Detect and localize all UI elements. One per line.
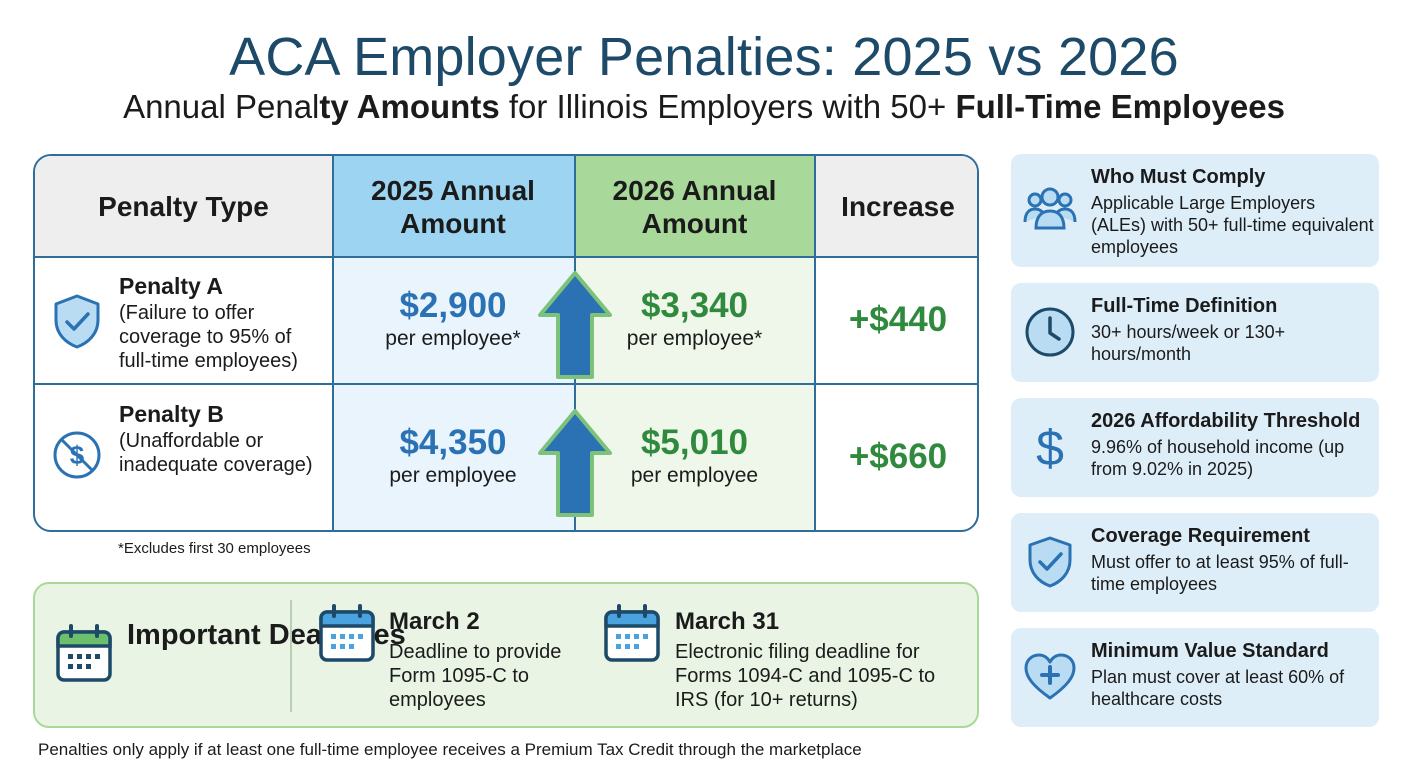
card-coverage-requirement: Coverage Requirement Must offer to at le… xyxy=(1011,513,1379,612)
penalty-b-name: Penalty B xyxy=(119,401,224,427)
penalty-b-increase: +$660 xyxy=(848,437,948,476)
calendar-icon xyxy=(604,604,660,662)
card-title: Who Must Comply xyxy=(1091,166,1266,188)
subtitle-part-3: for Illinois Employers with 50+ xyxy=(499,88,956,125)
penalty-table: Penalty Type Penalty A (Failure to offer… xyxy=(33,154,979,532)
heart-plus-icon xyxy=(1024,653,1076,700)
card-title: 2026 Affordability Threshold xyxy=(1091,410,1361,432)
increase-arrow-icon xyxy=(538,409,612,517)
card-title: Full-Time Definition xyxy=(1091,295,1278,317)
shield-check-icon xyxy=(54,294,100,349)
calendar-icon xyxy=(319,604,375,662)
column-penalty-type: Penalty Type Penalty A (Failure to offer… xyxy=(35,156,332,530)
penalty-b-2026-unit: per employee xyxy=(630,464,759,487)
people-icon xyxy=(1023,187,1077,230)
penalty-b-2025-unit: per employee xyxy=(389,464,517,487)
card-text: Applicable Large Employers (ALEs) with 5… xyxy=(1091,193,1374,257)
penalty-a-2026-unit: per employee* xyxy=(626,327,763,350)
penalty-a-desc: (Failure to offer coverage to 95% of ful… xyxy=(119,302,298,372)
subtitle-part-1: Annual Penal xyxy=(123,88,320,125)
header-increase: Increase xyxy=(815,156,977,257)
penalty-b-2026-amount: $5,010 xyxy=(640,423,749,462)
column-2026: 2026 Annual Amount $3,340 per employee* … xyxy=(574,156,815,530)
deadline-1-desc: Deadline to provide Form 1095-C to emplo… xyxy=(389,641,562,711)
penalty-a-type-cell: Penalty A (Failure to offer coverage to … xyxy=(35,257,332,383)
divider xyxy=(332,156,334,530)
deadline-1-date: March 2 xyxy=(389,608,480,635)
divider xyxy=(814,156,816,530)
penalty-a-name: Penalty A xyxy=(119,273,223,299)
penalty-a-2025: $2,900 per employee* xyxy=(332,286,574,352)
divider xyxy=(35,256,977,258)
deadlines-panel: Important Deadlines March 2 Deadline to … xyxy=(33,582,979,728)
header-2025: 2025 Annual Amount xyxy=(332,156,574,257)
shield-check-icon xyxy=(1028,536,1072,588)
card-full-time-definition: Full-Time Definition 30+ hours/week or 1… xyxy=(1011,283,1379,382)
card-who-must-comply: Who Must Comply Applicable Large Employe… xyxy=(1011,154,1379,267)
penalty-a-2025-amount: $2,900 xyxy=(399,286,507,325)
increase-arrow-icon xyxy=(538,271,612,379)
no-dollar-icon: $ xyxy=(53,431,101,479)
card-text: 30+ hours/week or 130+ hours/month xyxy=(1091,322,1286,364)
card-title: Minimum Value Standard xyxy=(1091,640,1329,662)
svg-text:$: $ xyxy=(1036,420,1064,474)
deadline-2-date: March 31 xyxy=(675,608,780,635)
penalty-b-desc: (Unaffordable or inadequate coverage) xyxy=(119,430,313,476)
penalty-a-increase: +$440 xyxy=(848,300,948,339)
penalty-a-2025-unit: per employee* xyxy=(385,327,521,350)
penalty-b-2026: $5,010 per employee xyxy=(574,423,815,489)
table-footnote: *Excludes first 30 employees xyxy=(118,540,311,557)
penalty-b-2025: $4,350 per employee xyxy=(332,423,574,489)
card-text: Plan must cover at least 60% of healthca… xyxy=(1091,667,1345,709)
dollar-icon: $ xyxy=(1036,420,1064,474)
divider xyxy=(35,383,977,385)
penalty-a-2026: $3,340 per employee* xyxy=(574,286,815,352)
card-title: Coverage Requirement xyxy=(1091,525,1310,547)
penalty-b-2025-amount: $4,350 xyxy=(399,423,507,462)
penalty-b-type-cell: $ Penalty B (Unaffordable or inadequate … xyxy=(35,385,332,511)
column-2025: 2025 Annual Amount $2,900 per employee* … xyxy=(332,156,574,530)
card-text: Must offer to at least 95% of full-time … xyxy=(1091,552,1349,594)
deadline-2-desc: Electronic filing deadline for Forms 109… xyxy=(675,641,936,711)
page-title: ACA Employer Penalties: 2025 vs 2026 xyxy=(229,27,1179,87)
divider xyxy=(290,600,292,712)
column-increase: Increase +$440 +$660 xyxy=(815,156,977,530)
subtitle-part-2: ty Amounts xyxy=(319,88,500,125)
page-subtitle: Annual Penalty Amounts for Illinois Empl… xyxy=(0,88,1408,126)
card-minimum-value-standard: Minimum Value Standard Plan must cover a… xyxy=(1011,628,1379,727)
clock-icon xyxy=(1025,307,1075,357)
calendar-icon xyxy=(56,624,112,682)
header-2026: 2026 Annual Amount xyxy=(574,156,815,257)
bottom-note: Penalties only apply if at least one ful… xyxy=(38,740,862,759)
card-affordability-threshold: $ 2026 Affordability Threshold 9.96% of … xyxy=(1011,398,1379,497)
header-penalty-type: Penalty Type xyxy=(35,156,332,257)
penalty-a-2026-amount: $3,340 xyxy=(640,286,749,325)
card-text: 9.96% of household income (up from 9.02%… xyxy=(1091,437,1345,479)
subtitle-part-4: Full-Time Employees xyxy=(955,88,1285,125)
